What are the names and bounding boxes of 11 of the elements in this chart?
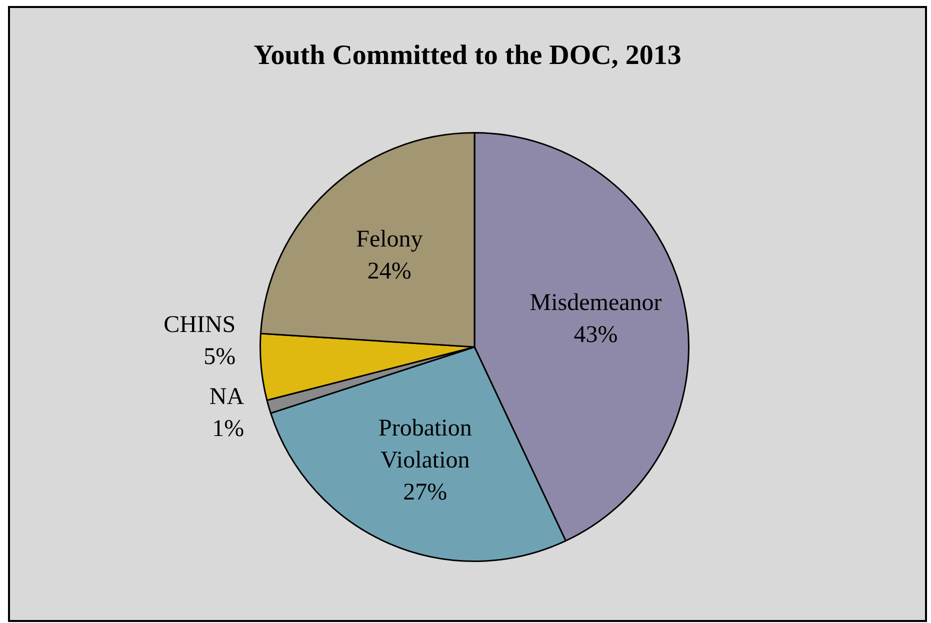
- data-label: 43%: [574, 322, 618, 348]
- chart-title: Youth Committed to the DOC, 2013: [252, 40, 682, 72]
- data-label: 5%: [204, 344, 236, 370]
- data-label: 24%: [367, 258, 412, 285]
- slice-label: Misdemeanor: [530, 290, 662, 316]
- slice-label: NA: [209, 384, 245, 410]
- data-label: 27%: [403, 479, 448, 506]
- slice-label: Felony: [356, 226, 423, 253]
- data-label: 1%: [212, 416, 244, 442]
- slice-label: CHINS: [164, 312, 236, 338]
- slice-label: Probation Violation: [378, 415, 472, 474]
